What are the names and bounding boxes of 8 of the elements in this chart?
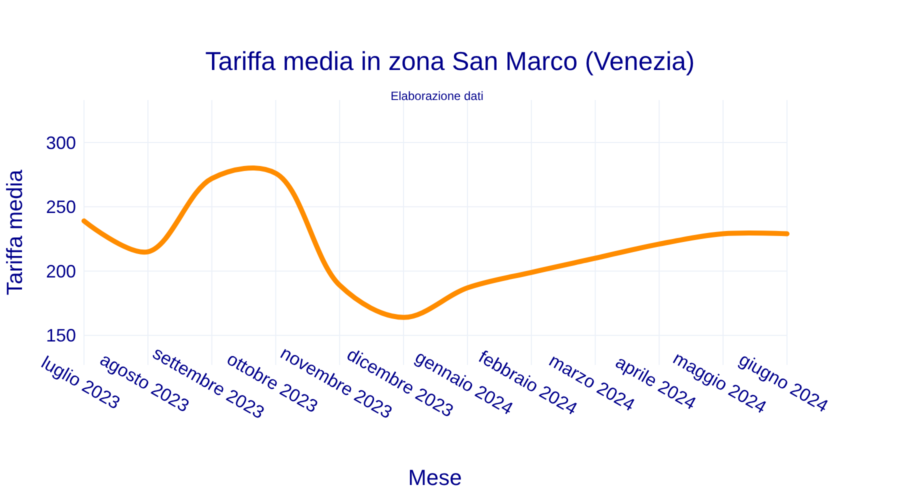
y-tick-label: 150 [46,326,76,346]
chart-subtitle: Elaborazione dati [390,89,484,103]
chart-title: Tariffa media in zona San Marco (Venezia) [205,46,695,76]
y-tick-label: 200 [46,261,76,282]
y-tick-label: 300 [46,132,76,153]
y-axis-title: Tariffa media [2,168,27,296]
x-axis-title: Mese [408,465,462,490]
y-tick-label: 250 [46,197,76,218]
